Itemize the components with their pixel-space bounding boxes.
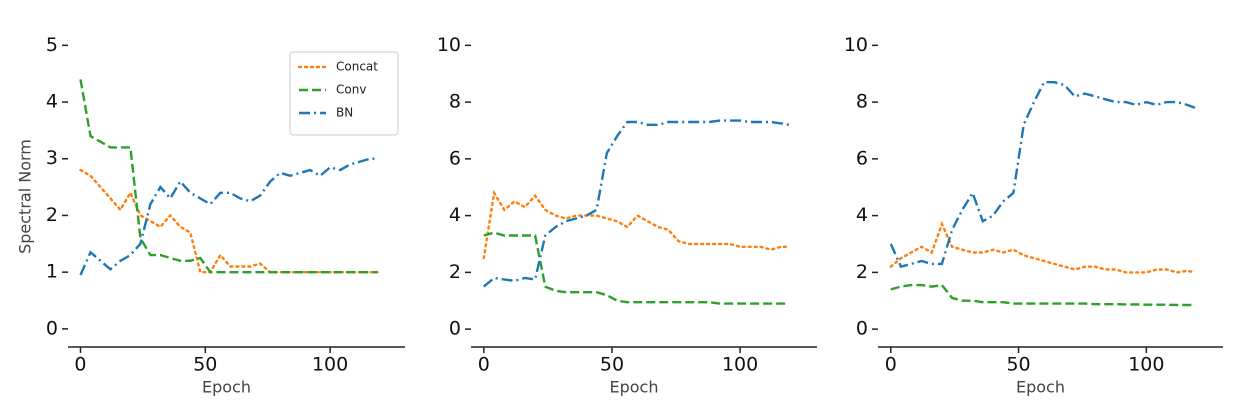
y-tick-label: 4 xyxy=(449,204,461,226)
legend-box xyxy=(289,51,399,136)
series-line xyxy=(890,283,1195,307)
y-tick-label: 2 xyxy=(46,204,58,226)
y-tick-label: 6 xyxy=(449,147,461,169)
y-tick-label: 5 xyxy=(46,34,58,56)
y-tick-label: 10 xyxy=(437,34,461,56)
x-axis-label: Epoch xyxy=(1016,378,1065,397)
y-tick-label: 8 xyxy=(449,91,461,113)
y-tick-label: 4 xyxy=(856,204,868,226)
series-line xyxy=(483,119,790,288)
series-line xyxy=(79,79,378,274)
x-tick-label: 50 xyxy=(193,354,217,376)
y-tick-label: 6 xyxy=(856,147,868,169)
legend-label: BN xyxy=(336,106,353,120)
series-line xyxy=(889,81,1196,269)
series-line xyxy=(482,189,790,260)
x-tick-label: 0 xyxy=(478,354,490,376)
x-tick-label: 0 xyxy=(74,354,86,376)
x-tick-label: 100 xyxy=(722,354,758,376)
y-tick-label: 3 xyxy=(46,147,58,169)
x-tick-label: 100 xyxy=(1128,354,1164,376)
x-tick-label: 100 xyxy=(312,354,348,376)
y-axis-label: Spectral Norm xyxy=(16,139,35,254)
legend: Concat Conv BN xyxy=(289,51,399,136)
y-tick-label: 1 xyxy=(46,261,58,283)
y-tick-label: 4 xyxy=(46,91,58,113)
x-tick-label: 50 xyxy=(600,354,624,376)
x-tick-label: 50 xyxy=(1006,354,1030,376)
y-tick-label: 0 xyxy=(856,318,868,340)
y-tick-label: 0 xyxy=(46,317,58,339)
x-axis-label: Epoch xyxy=(610,378,659,397)
y-tick-label: 2 xyxy=(449,261,461,283)
y-tick-label: 10 xyxy=(844,34,868,56)
y-tick-label: 8 xyxy=(856,91,868,113)
x-axis-label: Epoch xyxy=(202,378,251,397)
y-tick-label: 2 xyxy=(856,261,868,283)
series-line xyxy=(79,168,379,274)
series-line xyxy=(79,157,378,276)
y-tick-label: 0 xyxy=(449,318,461,340)
x-tick-label: 0 xyxy=(885,354,897,376)
legend-label: Conv xyxy=(336,83,366,97)
series-line xyxy=(483,231,789,305)
series-line xyxy=(889,220,1197,274)
legend-label: Concat xyxy=(336,60,378,74)
